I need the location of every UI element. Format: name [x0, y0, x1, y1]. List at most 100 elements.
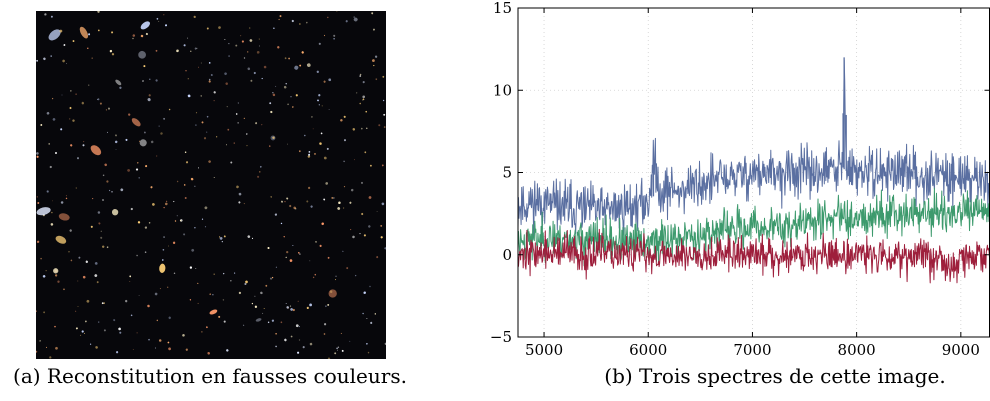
- galaxy-point: [137, 162, 139, 164]
- galaxy-point: [243, 203, 245, 205]
- galaxy-point: [78, 256, 81, 259]
- galaxy-point: [173, 272, 176, 275]
- galaxy-point: [255, 318, 262, 322]
- galaxy-point: [163, 206, 165, 209]
- galaxy-point: [102, 174, 105, 177]
- galaxy-point: [156, 155, 158, 157]
- galaxy-point: [176, 49, 179, 53]
- galaxy-point: [381, 164, 384, 167]
- galaxy-point: [331, 196, 334, 199]
- galaxy-point: [334, 352, 337, 355]
- galaxy-point: [161, 259, 164, 261]
- galaxy-point: [195, 268, 197, 270]
- galaxy-point: [65, 195, 67, 197]
- galaxy-point: [36, 155, 39, 158]
- galaxy-point: [36, 152, 39, 155]
- galaxy-point: [148, 338, 150, 341]
- galaxy-point: [246, 133, 248, 135]
- galaxy-point: [88, 84, 90, 86]
- galaxy-point: [58, 213, 70, 221]
- galaxy-point: [148, 222, 151, 224]
- galaxy-point: [298, 326, 301, 328]
- galaxy-point: [36, 196, 38, 198]
- galaxy-point: [281, 200, 284, 203]
- galaxy-point: [240, 35, 242, 37]
- galaxy-point: [43, 57, 46, 61]
- galaxy-point: [343, 185, 346, 188]
- galaxy-point: [304, 134, 306, 137]
- galaxy-point: [337, 346, 340, 349]
- galaxy-point: [327, 16, 329, 19]
- galaxy-point: [289, 305, 292, 307]
- x-tick-label: 7000: [733, 341, 771, 359]
- galaxy-point: [162, 248, 165, 251]
- galaxy-point: [50, 15, 53, 18]
- galaxy-point: [204, 226, 207, 228]
- galaxy-point: [55, 235, 67, 244]
- galaxy-point: [77, 157, 79, 160]
- galaxy-point: [382, 99, 385, 102]
- galaxy-point: [104, 163, 107, 167]
- galaxy-point: [259, 165, 262, 168]
- galaxy-point: [269, 277, 273, 280]
- galaxy-point: [233, 142, 235, 144]
- galaxy-point: [280, 222, 283, 225]
- galaxy-point: [299, 64, 302, 67]
- galaxy-point: [197, 282, 199, 284]
- galaxy-point: [295, 324, 299, 328]
- galaxy-point: [75, 327, 78, 330]
- galaxy-point: [101, 302, 104, 305]
- galaxy-point: [314, 273, 317, 276]
- galaxy-point: [291, 19, 294, 23]
- galaxy-point: [218, 26, 221, 29]
- galaxy-point: [251, 237, 254, 239]
- galaxy-point: [185, 70, 187, 72]
- galaxy-point: [309, 342, 313, 346]
- galaxy-point: [52, 118, 56, 121]
- galaxy-point: [115, 134, 117, 137]
- galaxy-point: [258, 38, 260, 40]
- galaxy-point: [63, 288, 65, 291]
- galaxy-point: [352, 235, 355, 239]
- galaxy-point: [363, 234, 366, 237]
- galaxy-point: [312, 276, 315, 279]
- galaxy-point: [228, 43, 230, 45]
- galaxy-point: [85, 260, 88, 264]
- galaxy-point: [156, 319, 159, 322]
- galaxy-point: [59, 29, 63, 33]
- galaxy-point: [176, 215, 178, 217]
- galaxy-point: [376, 256, 379, 259]
- galaxy-point: [333, 34, 336, 37]
- galaxy-point: [193, 15, 196, 19]
- galaxy-point: [185, 161, 189, 164]
- galaxy-point: [384, 342, 386, 345]
- galaxy-point: [246, 51, 249, 53]
- galaxy-point: [42, 275, 46, 278]
- galaxy-point: [48, 143, 50, 145]
- galaxy-point: [200, 95, 202, 97]
- galaxy-point: [48, 29, 61, 41]
- galaxy-point: [160, 132, 163, 135]
- galaxy-point: [209, 293, 211, 295]
- galaxy-point: [60, 128, 63, 131]
- galaxy-point: [145, 165, 148, 168]
- galaxy-point: [139, 139, 147, 147]
- galaxy-point: [163, 14, 165, 16]
- galaxy-point: [288, 57, 290, 60]
- galaxy-point: [270, 196, 272, 198]
- galaxy-point: [293, 206, 296, 210]
- galaxy-point: [368, 196, 372, 199]
- galaxy-point: [327, 303, 330, 306]
- galaxy-point: [83, 141, 85, 143]
- spectrum-series-line: [517, 228, 990, 284]
- galaxy-point: [88, 33, 91, 36]
- galaxy-point: [103, 302, 105, 305]
- galaxy-point: [221, 240, 223, 243]
- galaxy-point: [135, 168, 139, 171]
- galaxy-point: [111, 191, 113, 193]
- galaxy-point: [106, 246, 109, 249]
- galaxy-point: [353, 17, 358, 22]
- galaxy-point: [189, 266, 193, 269]
- galaxy-point: [70, 259, 73, 262]
- galaxy-point: [352, 128, 356, 131]
